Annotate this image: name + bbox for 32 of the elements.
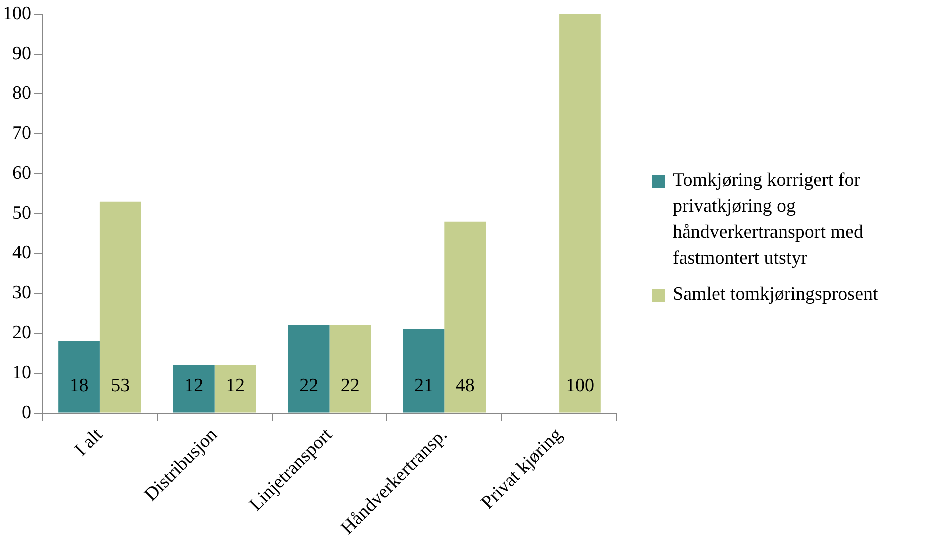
data-label: 22 xyxy=(300,375,319,396)
x-tick-label: I alt xyxy=(70,424,108,461)
y-tick-label: 20 xyxy=(12,322,32,344)
bar xyxy=(58,341,100,413)
data-label: 22 xyxy=(340,375,360,396)
y-tick-label: 10 xyxy=(12,362,32,384)
y-tick-label: 100 xyxy=(3,3,32,24)
y-tick-label: 40 xyxy=(12,242,32,264)
data-label: 12 xyxy=(226,375,246,396)
data-label: 53 xyxy=(111,375,130,396)
y-tick-label: 80 xyxy=(12,83,32,104)
bar xyxy=(330,326,372,413)
legend-label: Tomkjøring korrigert for privatkjøring og håndverkertransport med fastmontert utstyr xyxy=(673,169,864,271)
bar xyxy=(560,14,601,413)
bar xyxy=(214,365,256,413)
bar xyxy=(403,330,445,413)
y-tick-label: 50 xyxy=(12,202,32,224)
y-tick-label: 0 xyxy=(22,402,32,424)
data-label: 48 xyxy=(456,375,475,396)
y-tick-label: 30 xyxy=(12,282,32,304)
legend-label: Samlet tomkjøringsprosent xyxy=(673,283,878,307)
y-tick-label: 70 xyxy=(12,123,32,144)
data-label: 100 xyxy=(566,375,594,396)
data-label: 12 xyxy=(184,375,204,396)
data-label: 18 xyxy=(70,375,89,396)
data-label: 21 xyxy=(414,375,434,396)
bar xyxy=(288,326,330,413)
bar xyxy=(173,365,215,413)
y-tick-label: 60 xyxy=(12,162,32,184)
bar xyxy=(100,202,142,413)
bar xyxy=(444,222,486,413)
y-tick-label: 90 xyxy=(12,43,32,64)
